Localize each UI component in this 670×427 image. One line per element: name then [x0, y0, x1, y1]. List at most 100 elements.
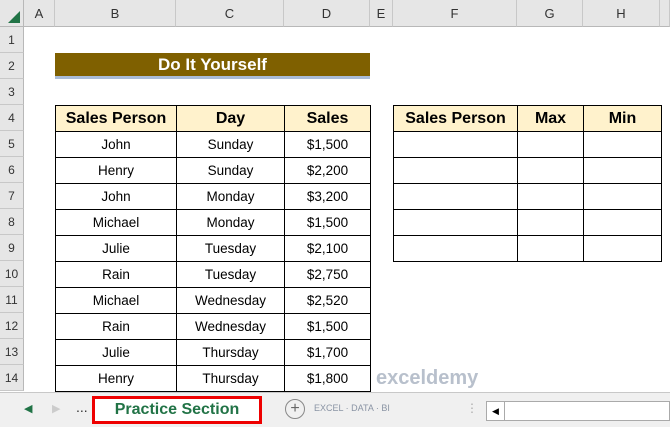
header-cell[interactable]: Day: [176, 105, 285, 132]
row-header-4[interactable]: 4: [0, 105, 24, 131]
empty-cell[interactable]: [393, 209, 518, 236]
cell[interactable]: Michael: [55, 209, 177, 236]
cell[interactable]: Julie: [55, 339, 177, 366]
cell[interactable]: Rain: [55, 261, 177, 288]
table-row: [393, 131, 662, 158]
tab-practice-section[interactable]: Practice Section: [92, 396, 262, 424]
column-header-D[interactable]: D: [284, 0, 370, 27]
cell[interactable]: $2,520: [284, 287, 371, 314]
cell[interactable]: Sunday: [176, 157, 285, 184]
column-header-F[interactable]: F: [393, 0, 517, 27]
cell[interactable]: Rain: [55, 313, 177, 340]
empty-cell[interactable]: [517, 209, 584, 236]
row-header-3[interactable]: 3: [0, 79, 24, 105]
empty-cell[interactable]: [393, 131, 518, 158]
empty-cell[interactable]: [583, 183, 662, 210]
header-cell[interactable]: Sales Person: [55, 105, 177, 132]
empty-cell[interactable]: [583, 209, 662, 236]
row-header-5[interactable]: 5: [0, 131, 24, 157]
row-header-7[interactable]: 7: [0, 183, 24, 209]
row-header-10[interactable]: 10: [0, 261, 24, 287]
cell[interactable]: $2,200: [284, 157, 371, 184]
watermark-tagline: EXCEL · DATA · BI: [314, 403, 390, 413]
cell[interactable]: $2,100: [284, 235, 371, 262]
row-header-14[interactable]: 14: [0, 365, 24, 391]
cell[interactable]: $2,750: [284, 261, 371, 288]
empty-cell[interactable]: [583, 235, 662, 262]
table-row: Michael Wednesday $2,520: [55, 287, 371, 314]
header-cell[interactable]: Min: [583, 105, 662, 132]
cell[interactable]: Tuesday: [176, 235, 285, 262]
scroll-tabs-left-icon[interactable]: ◀: [24, 403, 33, 415]
cell[interactable]: John: [55, 183, 177, 210]
table-row: Henry Sunday $2,200: [55, 157, 371, 184]
row-header-9[interactable]: 9: [0, 235, 24, 261]
table-row: Julie Thursday $1,700: [55, 339, 371, 366]
cell[interactable]: Thursday: [176, 365, 285, 392]
column-header-E[interactable]: E: [370, 0, 393, 27]
sales-data-table: Sales Person Day Sales John Sunday $1,500 Henr…: [55, 105, 371, 392]
cell[interactable]: $1,500: [284, 209, 371, 236]
table-row: Michael Monday $1,500: [55, 209, 371, 236]
empty-cell[interactable]: [583, 131, 662, 158]
empty-cell[interactable]: [517, 157, 584, 184]
table-row: [393, 235, 662, 262]
table-row: [393, 183, 662, 210]
column-header-partial[interactable]: [660, 0, 670, 27]
table-row: Henry Thursday $1,800: [55, 365, 371, 392]
row-header-8[interactable]: 8: [0, 209, 24, 235]
cell[interactable]: $1,700: [284, 339, 371, 366]
row-header-12[interactable]: 12: [0, 313, 24, 339]
column-header-H[interactable]: H: [583, 0, 660, 27]
row-header-2[interactable]: 2: [0, 53, 24, 79]
empty-cell[interactable]: [517, 235, 584, 262]
header-cell[interactable]: Sales Person: [393, 105, 518, 132]
cell[interactable]: Monday: [176, 183, 285, 210]
column-header-G[interactable]: G: [517, 0, 583, 27]
cell[interactable]: Wednesday: [176, 287, 285, 314]
table-row: John Monday $3,200: [55, 183, 371, 210]
header-cell[interactable]: Max: [517, 105, 584, 132]
cell[interactable]: Sunday: [176, 131, 285, 158]
row-header-13[interactable]: 13: [0, 339, 24, 365]
table-row: [393, 157, 662, 184]
empty-cell[interactable]: [517, 131, 584, 158]
empty-cell[interactable]: [517, 183, 584, 210]
horizontal-scrollbar[interactable]: ◀: [486, 401, 670, 421]
cell[interactable]: John: [55, 131, 177, 158]
scroll-tabs-right-icon[interactable]: ▶: [52, 403, 61, 415]
column-header-C[interactable]: C: [176, 0, 284, 27]
more-tabs-button[interactable]: ...: [76, 399, 88, 415]
column-header-B[interactable]: B: [55, 0, 176, 27]
cell[interactable]: Wednesday: [176, 313, 285, 340]
empty-cell[interactable]: [583, 157, 662, 184]
select-all-button[interactable]: [0, 0, 24, 27]
cell[interactable]: $3,200: [284, 183, 371, 210]
cell[interactable]: Monday: [176, 209, 285, 236]
scroll-left-icon[interactable]: ◀: [487, 402, 505, 420]
cell[interactable]: Thursday: [176, 339, 285, 366]
cell[interactable]: Michael: [55, 287, 177, 314]
cell[interactable]: $1,800: [284, 365, 371, 392]
splitter-handle[interactable]: ⋮: [466, 401, 478, 415]
column-header-A[interactable]: A: [24, 0, 55, 27]
empty-cell[interactable]: [393, 235, 518, 262]
cell[interactable]: Henry: [55, 365, 177, 392]
row-header-1[interactable]: 1: [0, 27, 24, 53]
table-row: Rain Tuesday $2,750: [55, 261, 371, 288]
table-row: Julie Tuesday $2,100: [55, 235, 371, 262]
cell[interactable]: $1,500: [284, 131, 371, 158]
cell[interactable]: $1,500: [284, 313, 371, 340]
row-header-6[interactable]: 6: [0, 157, 24, 183]
table-row: Rain Wednesday $1,500: [55, 313, 371, 340]
empty-cell[interactable]: [393, 157, 518, 184]
cell[interactable]: Henry: [55, 157, 177, 184]
header-cell[interactable]: Sales: [284, 105, 371, 132]
title-banner: Do It Yourself: [55, 53, 370, 79]
cell[interactable]: Julie: [55, 235, 177, 262]
cell[interactable]: Tuesday: [176, 261, 285, 288]
result-table: Sales Person Max Min: [393, 105, 662, 262]
add-sheet-button[interactable]: +: [285, 399, 305, 419]
empty-cell[interactable]: [393, 183, 518, 210]
row-header-11[interactable]: 11: [0, 287, 24, 313]
